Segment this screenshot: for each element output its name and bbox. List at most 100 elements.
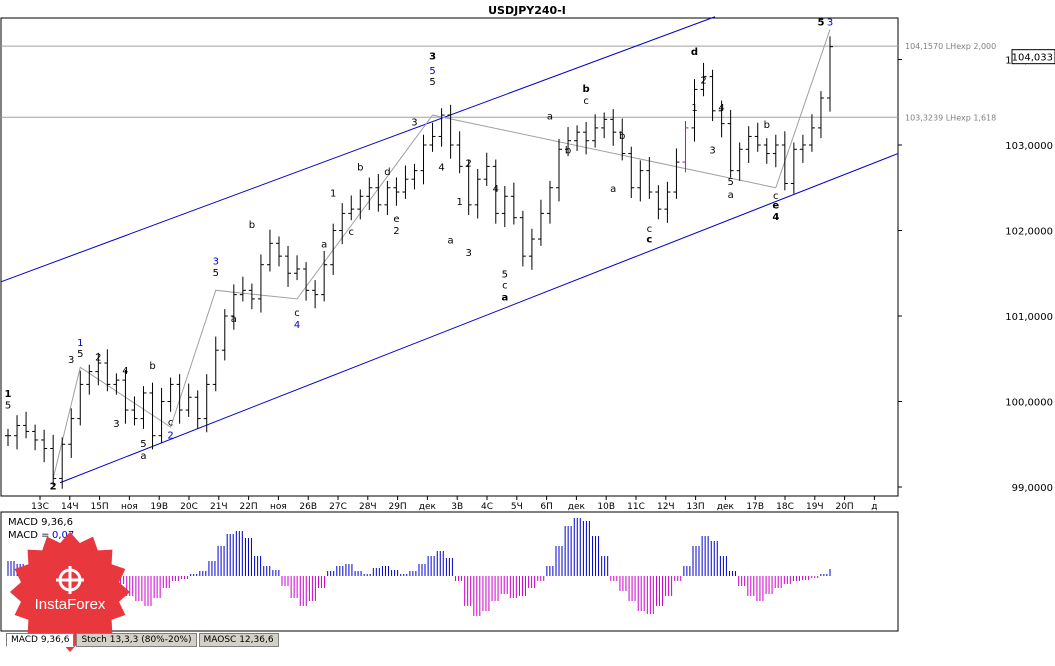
wave-label: c [349,227,355,238]
time-tick-label: 21Ч [210,502,228,512]
time-tick-label: 15П [90,502,108,512]
time-tick-label: 13П [686,502,704,512]
time-tick-label: 4С [481,502,493,512]
logo-text: InstaForex [34,596,106,613]
wave-label: 5 [429,66,435,77]
wave-label: 2 [167,430,173,441]
time-tick-label: 12Ч [657,502,675,512]
wave-label: 4 [718,103,724,114]
wave-label: c [647,224,653,235]
wave-label: 1 [77,338,83,349]
macd-panel-frame [0,511,899,632]
wave-label: e [393,214,399,225]
wave-label: 5 [817,17,824,28]
current-price-label: 104,033 [1012,53,1053,64]
wave-projection-line [775,29,831,188]
wave-label: b [619,131,625,142]
wave-label: c [294,308,300,319]
wave-label: 1 [5,389,12,400]
wave-label: a [610,184,616,195]
time-tick-label: 28Ч [359,502,377,512]
indicator-tabs: MACD 9,36,6 Stoch 13,3,3 (80%-20%) MAOSC… [6,633,279,647]
wave-label: 4 [772,212,779,223]
wave-label: 3 [465,248,471,259]
wave-label: e [772,200,779,211]
price-tick-label: 102,0000 [1005,227,1053,238]
macd-value: 0,07 [52,530,74,541]
wave-label: 2 [50,482,57,493]
time-tick-label: 13С [31,502,49,512]
macd-indicator-label: MACD 9,36,6 [8,517,73,528]
wave-label: 3 [429,52,436,63]
tab-macd[interactable]: MACD 9,36,6 [6,633,75,647]
time-tick-label: дек [419,502,437,512]
price-tick-label: 103,0000 [1005,141,1053,152]
time-tick-label: 3В [451,502,463,512]
time-tick-label: 6П [540,502,553,512]
time-tick-label: 20С [180,502,198,512]
wave-label: a [728,190,734,201]
wave-label: 4 [493,184,499,195]
time-tick-label: д [871,502,877,512]
wave-path-line [52,114,776,479]
wave-label: b [149,361,155,372]
time-tick-label: 20П [835,502,853,512]
wave-label: 1 [691,103,697,114]
upper-channel-line [0,16,716,283]
time-tick-label: дек [717,502,735,512]
lower-channel-line [59,153,899,484]
wave-label: b [357,163,363,174]
wave-label: a [140,451,146,462]
chart-title: USDJPY240-I [488,4,566,17]
wave-label: 1 [456,197,462,208]
instaforex-logo: InstaForex [8,530,132,654]
wave-label: 2 [700,75,706,86]
macd-value-prefix: MACD = [8,530,50,541]
time-tick-label: ноя [121,502,138,512]
time-tick-label: 19В [150,502,168,512]
wave-label: c [168,417,174,428]
time-tick-label: 17В [746,502,764,512]
time-tick-label: 29П [388,502,406,512]
wave-label: 2 [465,158,471,169]
wave-label: 5 [77,349,83,360]
wave-label: 3 [411,117,417,128]
wave-label: a [321,240,327,251]
wave-label: 5 [727,177,733,188]
wave-label: d [384,167,390,178]
wave-label: 4 [294,320,300,331]
wave-label: 5 [502,270,508,281]
time-tick-label: 11С [627,502,645,512]
time-tick-label: дек [568,502,586,512]
wave-label: c [583,96,589,107]
price-tick-label: 99,0000 [1012,483,1053,494]
wave-label: c [646,234,652,245]
wave-label: 3 [709,146,715,157]
wave-label: 5 [5,400,11,411]
time-tick-label: 26В [299,502,317,512]
wave-label: 4 [438,163,444,174]
wave-label: d [691,47,698,58]
wave-label: a [448,235,454,246]
wave-label: 3 [68,355,74,366]
wave-label: c [773,191,779,202]
wave-label: 5 [429,77,435,88]
time-tick-label: 10В [597,502,615,512]
time-tick-label: 27С [329,502,347,512]
wave-label: 4 [122,366,128,377]
wave-label: c [502,281,508,292]
wave-label: b [249,220,255,231]
time-tick-label: ноя [270,502,287,512]
wave-label: 5 [140,439,146,450]
tab-stoch[interactable]: Stoch 13,3,3 (80%-20%) [76,633,197,647]
wave-label: b [764,120,770,131]
tab-maosc[interactable]: MAOSC 12,36,6 [198,633,279,647]
wave-label: b [583,84,590,95]
wave-label: a [231,314,237,325]
wave-label: 2 [393,226,399,237]
wave-label: 2 [95,352,101,363]
wave-label: 3 [213,257,219,268]
wave-label: 3 [827,17,833,28]
